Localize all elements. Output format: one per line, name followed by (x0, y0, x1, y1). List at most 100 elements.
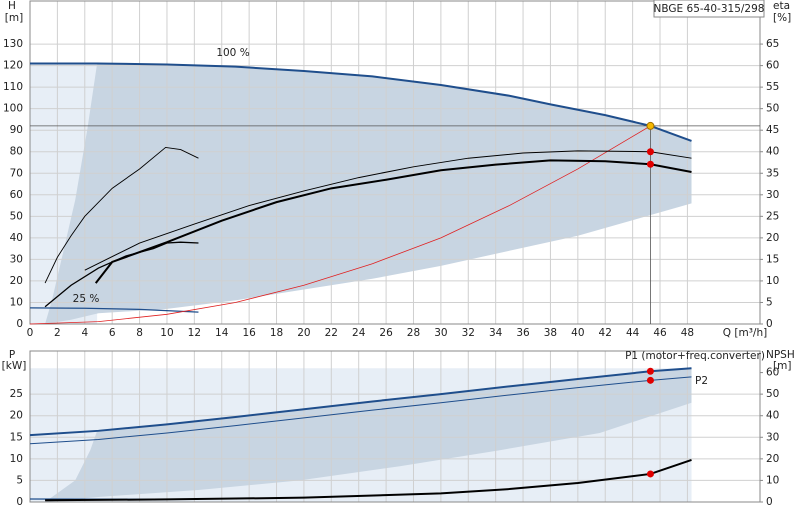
operating-range (45, 368, 692, 502)
curve (44, 146, 199, 284)
operating-point (646, 470, 654, 478)
y2-tick-label: 40 (766, 410, 779, 422)
y-axis-unit: [kW] (2, 360, 27, 372)
curve (45, 458, 692, 502)
y2-tick-label: 20 (766, 232, 779, 244)
plot-frame (29, 0, 761, 325)
curve-label: P2 (695, 375, 708, 387)
y-tick-label: 15 (10, 431, 23, 443)
chart-title: NBGE 65-40-315/298 (654, 3, 765, 15)
operating-point (646, 121, 655, 130)
x-tick-label: 28 (407, 327, 420, 339)
x-tick-label: 8 (136, 327, 143, 339)
y-tick-label: 5 (16, 474, 23, 486)
y2-tick-label: 10 (766, 275, 779, 287)
curve (84, 150, 692, 271)
y2-tick-label: 30 (766, 431, 779, 443)
y-axis-label: H (8, 0, 16, 12)
y2-tick-label: 50 (766, 388, 779, 400)
curve (29, 376, 692, 445)
operating-point (646, 376, 654, 384)
y2-axis-unit: [m] (773, 360, 791, 372)
y-tick-label: 60 (10, 189, 23, 201)
x-tick-label: 10 (160, 327, 173, 339)
y-tick-label: 10 (10, 453, 23, 465)
y-tick-label: 40 (10, 232, 23, 244)
curve-label: P1 (motor+freq.converter) (625, 350, 765, 362)
y-tick-label: 130 (3, 38, 23, 50)
x-tick-label: 48 (681, 327, 694, 339)
y2-tick-label: 15 (766, 253, 779, 265)
curve (29, 367, 692, 437)
x-tick-label: 6 (109, 327, 116, 339)
y2-tick-label: 0 (766, 496, 773, 508)
curve (94, 159, 692, 284)
y2-tick-label: 65 (766, 38, 779, 50)
y-tick-label: 80 (10, 146, 23, 158)
y-tick-label: 25 (10, 388, 23, 400)
y2-tick-label: 50 (766, 103, 779, 115)
x-tick-label: 46 (653, 327, 667, 339)
operating-point (646, 367, 654, 375)
x-tick-label: 24 (352, 327, 366, 339)
x-tick-label: 42 (599, 327, 612, 339)
curve (29, 125, 651, 325)
y-axis-unit: [m] (5, 12, 23, 24)
title-box (653, 0, 765, 18)
x-tick-label: 44 (626, 327, 640, 339)
x-tick-label: 20 (297, 327, 310, 339)
y2-tick-label: 45 (766, 124, 779, 136)
x-tick-label: 34 (489, 327, 503, 339)
x-tick-label: 0 (27, 327, 34, 339)
y2-axis-label: eta (773, 0, 790, 12)
y2-tick-label: 5 (766, 296, 773, 308)
curve-label: 100 % (216, 47, 249, 59)
x-tick-label: 2 (54, 327, 61, 339)
x-tick-label: 4 (81, 327, 88, 339)
y2-tick-label: 20 (766, 453, 779, 465)
y-tick-label: 120 (3, 60, 23, 72)
x-tick-label: 26 (379, 327, 393, 339)
y-tick-label: 30 (10, 253, 23, 265)
curve (30, 62, 692, 142)
y-tick-label: 20 (10, 275, 23, 287)
y-tick-label: 110 (3, 81, 23, 93)
y2-tick-label: 55 (766, 81, 779, 93)
curve (29, 307, 199, 313)
x-tick-label: 16 (242, 327, 256, 339)
y-tick-label: 50 (10, 210, 23, 222)
y2-tick-label: 60 (766, 60, 779, 72)
plot-frame (29, 350, 761, 503)
x-tick-label: 32 (462, 327, 475, 339)
y2-axis-unit: [%] (773, 12, 791, 24)
y2-tick-label: 30 (766, 189, 779, 201)
y-tick-label: 0 (16, 318, 23, 330)
y-axis-label: P (9, 349, 15, 361)
y-tick-label: 20 (10, 410, 23, 422)
x-tick-label: 40 (571, 327, 584, 339)
x-tick-label: 22 (325, 327, 338, 339)
y2-tick-label: 60 (766, 367, 779, 379)
y-tick-label: 90 (10, 124, 23, 136)
curve-label: 25 % (73, 293, 100, 305)
y2-tick-label: 40 (766, 146, 779, 158)
y-tick-label: 0 (16, 496, 23, 508)
y-tick-label: 10 (10, 296, 23, 308)
y-tick-label: 70 (10, 167, 23, 179)
x-tick-label: 18 (270, 327, 283, 339)
x-tick-label: 36 (516, 327, 530, 339)
y2-axis-label: NPSH (766, 349, 795, 361)
y-tick-label: 100 (3, 103, 23, 115)
x-tick-label: 38 (544, 327, 557, 339)
curve (44, 241, 199, 308)
operating-range (45, 63, 692, 325)
x-tick-label: 30 (434, 327, 447, 339)
y2-tick-label: 10 (766, 474, 779, 486)
y2-tick-label: 0 (766, 318, 773, 330)
y2-tick-label: 25 (766, 210, 779, 222)
y2-tick-label: 35 (766, 167, 779, 179)
operating-point (646, 160, 654, 168)
x-axis-label: Q [m³/h] (723, 327, 767, 339)
x-tick-label: 14 (215, 327, 229, 339)
